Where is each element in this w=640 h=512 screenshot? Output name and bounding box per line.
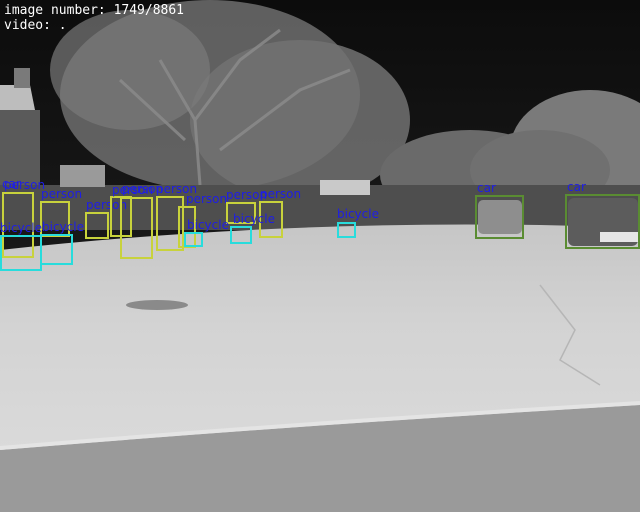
image-number-text: image number: 1749/8861	[4, 3, 185, 18]
person-label: person	[4, 178, 46, 192]
car-label: car	[567, 180, 586, 194]
car-label: car	[2, 177, 21, 191]
person-label: person	[260, 187, 302, 201]
car-bounding-box	[565, 194, 640, 249]
person-bounding-box	[40, 201, 70, 237]
bicycle-bounding-box	[337, 222, 356, 238]
bicycle-bounding-box	[184, 232, 203, 247]
person-label: person	[156, 182, 198, 196]
person-label: person	[41, 187, 83, 201]
bicycle-bounding-box	[0, 235, 42, 271]
bicycle-label: bicycle	[337, 207, 379, 221]
person-bounding-box	[2, 192, 34, 258]
bicycle-label: bicycle	[0, 221, 42, 235]
person-bounding-box	[259, 201, 283, 238]
bicycle-label: bicycle	[233, 212, 275, 226]
bicycle-label: bicycle	[187, 218, 229, 232]
person-label: person	[112, 183, 154, 197]
bicycle-bounding-box	[230, 226, 252, 244]
person-bounding-box	[85, 212, 109, 239]
person-label: person	[226, 188, 268, 202]
video-text: video: .	[4, 18, 67, 33]
person-label: person	[186, 192, 228, 206]
car-label: car	[477, 181, 496, 195]
car-bounding-box	[475, 195, 524, 239]
person-bounding-box	[226, 202, 256, 224]
person-label: person	[122, 182, 164, 196]
person-label: person	[86, 198, 128, 212]
person-bounding-box	[156, 196, 184, 251]
person-bounding-box	[178, 206, 196, 248]
bicycle-label: bicycle	[42, 220, 84, 234]
bicycle-bounding-box	[40, 234, 73, 265]
person-bounding-box	[120, 197, 153, 259]
